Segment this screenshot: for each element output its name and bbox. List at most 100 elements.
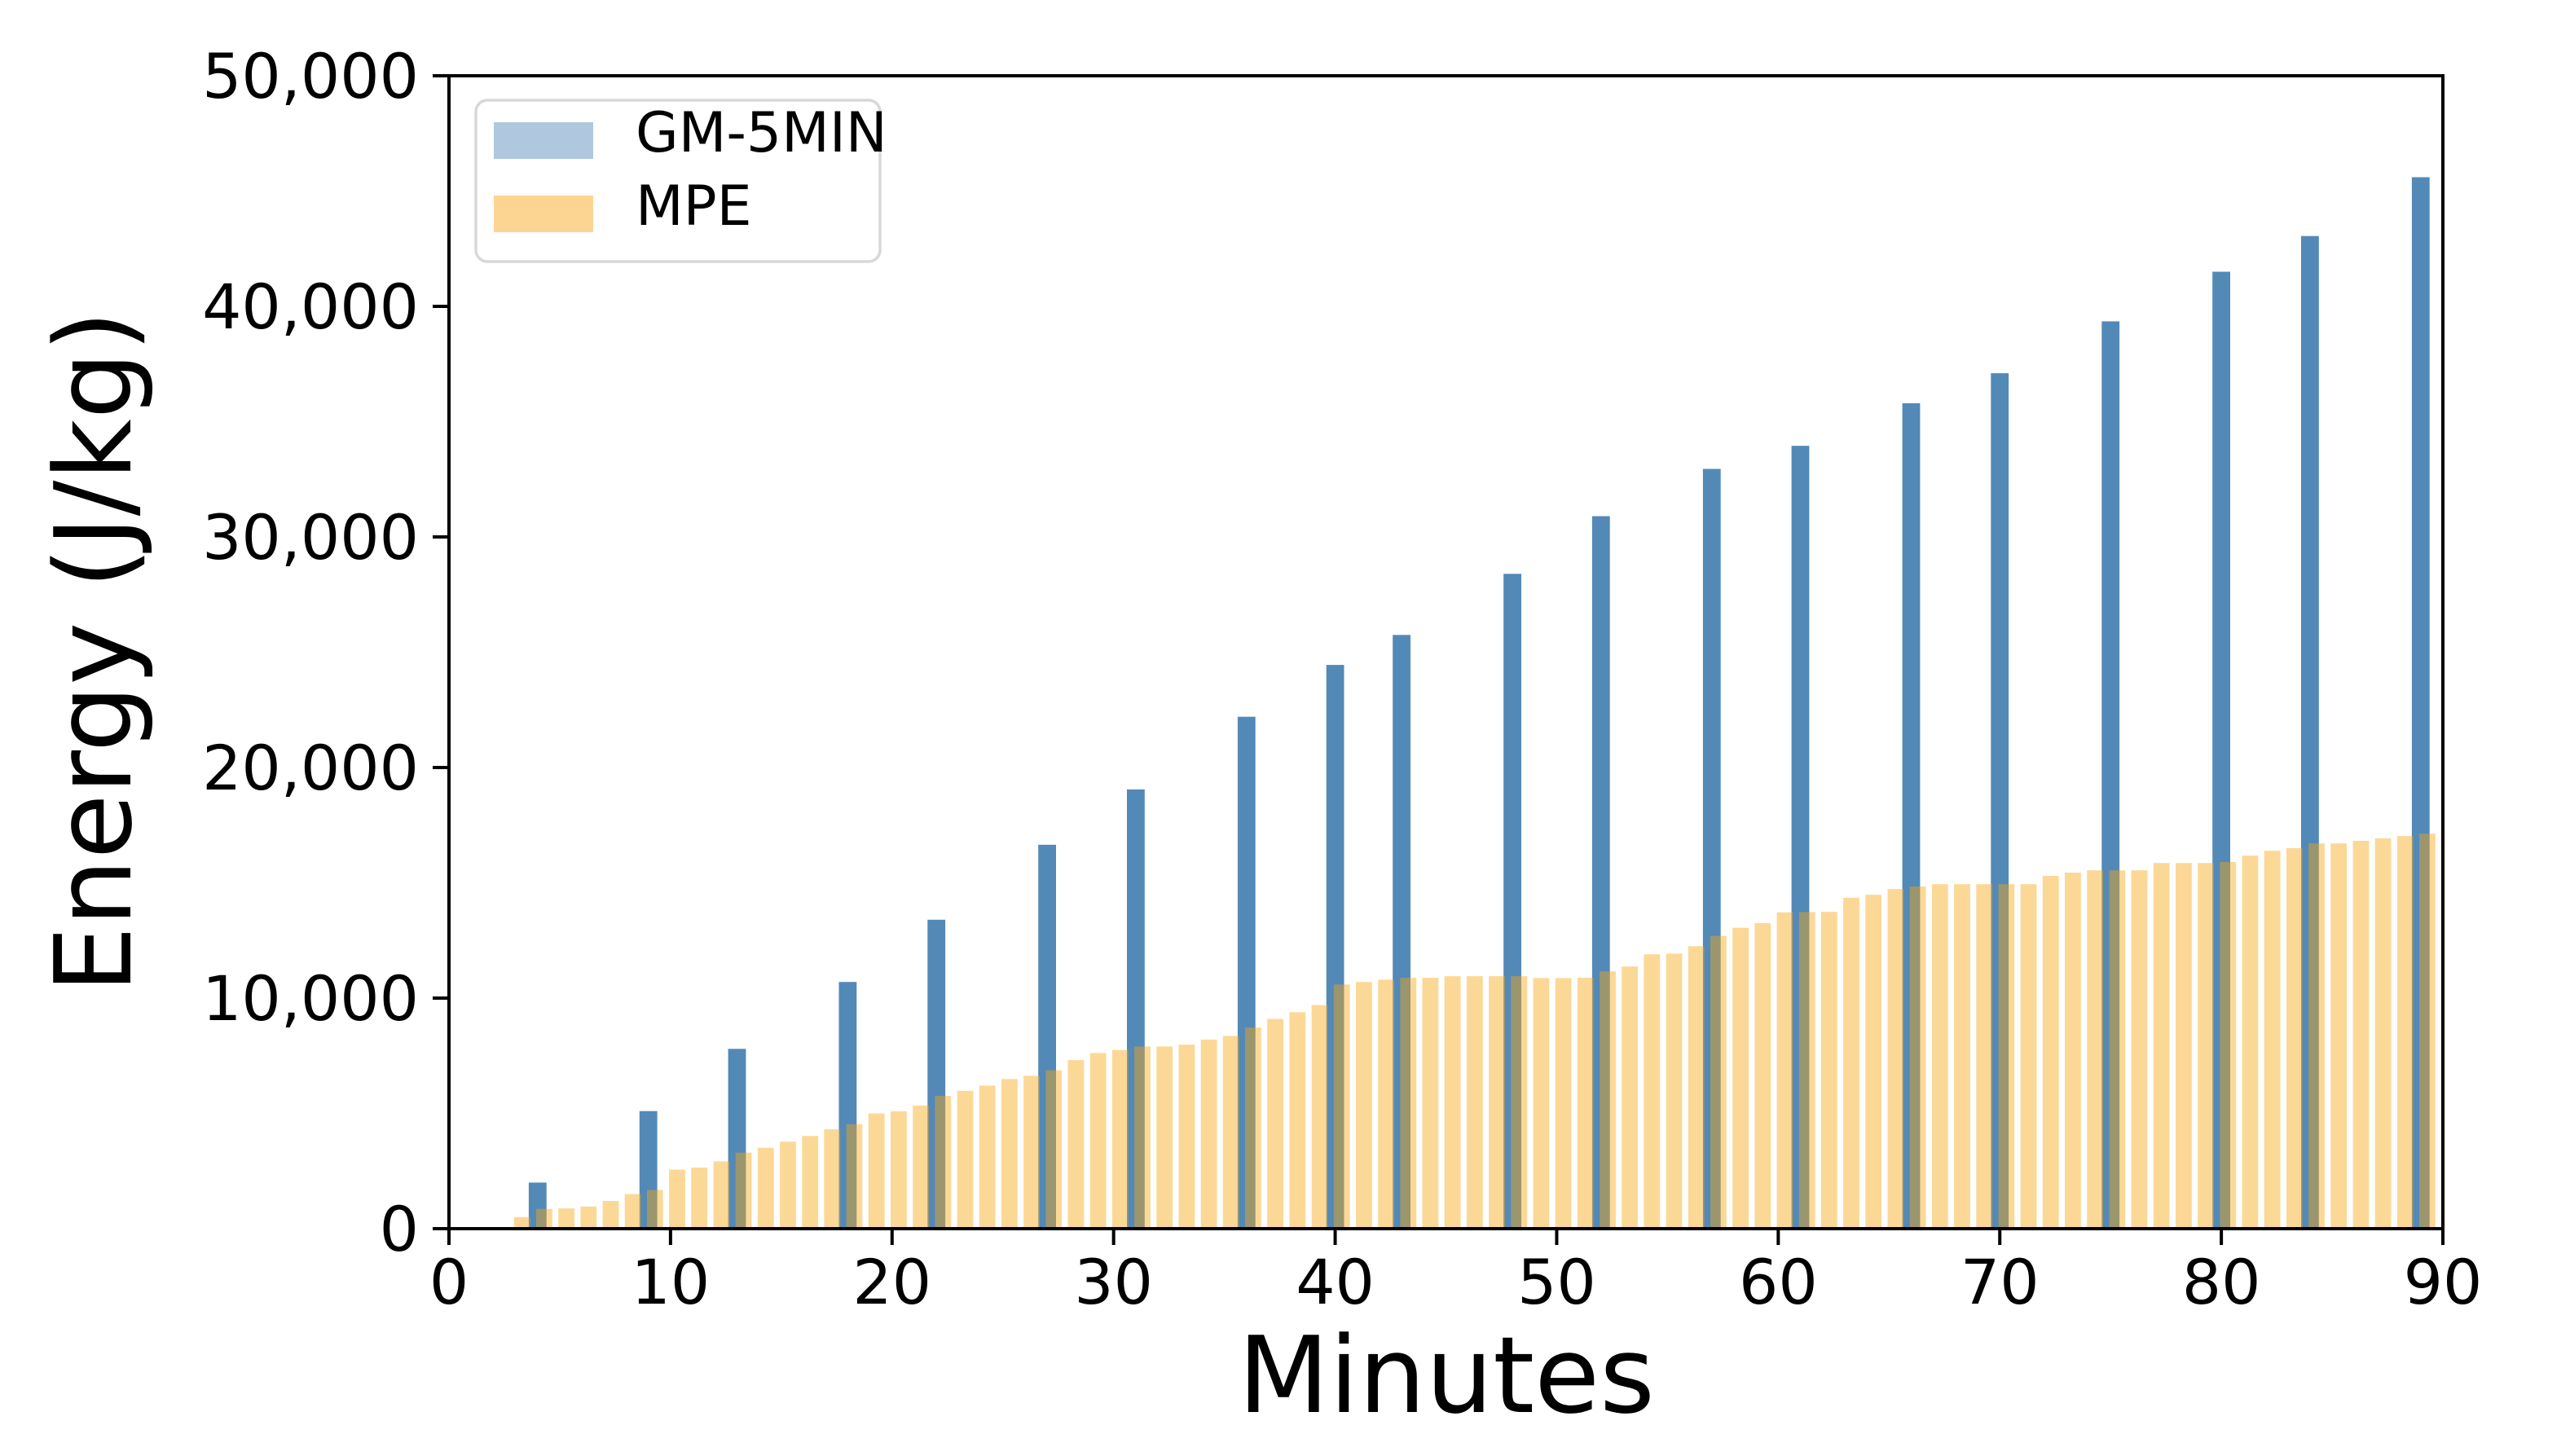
mpe-bar-min-82 xyxy=(2264,851,2281,1229)
mpe-bar-min-68 xyxy=(1954,884,1970,1229)
mpe-bar-min-71 xyxy=(2020,884,2037,1229)
gm-bar-min-80 xyxy=(2212,271,2230,1229)
mpe-bar-min-14 xyxy=(757,1147,774,1229)
x-tick-label-80: 80 xyxy=(2182,1246,2261,1318)
x-axis-title: Minutes xyxy=(1238,1313,1655,1437)
mpe-bar-min-35 xyxy=(1222,1036,1239,1229)
plot-spines xyxy=(447,74,2445,1230)
x-tick-label-70: 70 xyxy=(1961,1246,2040,1318)
mpe-bar-min-28 xyxy=(1067,1060,1085,1229)
legend-swatch-mpe xyxy=(494,196,593,232)
mpe-bar-min-9 xyxy=(646,1190,663,1229)
mpe-bar-series xyxy=(513,834,2436,1229)
y-tick-label-30000: 30,000 xyxy=(202,501,419,574)
x-tick-label-30: 30 xyxy=(1074,1246,1153,1318)
mpe-bar-min-86 xyxy=(2352,841,2370,1229)
mpe-bar-min-76 xyxy=(2131,870,2148,1229)
gm-bar-min-52 xyxy=(1591,516,1610,1229)
mpe-bar-min-69 xyxy=(1976,884,1993,1229)
mpe-bar-min-19 xyxy=(868,1113,885,1229)
gm-bar-min-70 xyxy=(1991,373,2009,1229)
mpe-bar-min-72 xyxy=(2042,876,2059,1229)
y-axis-tick-labels: 0 10,000 20,000 30,000 40,000 50,000 xyxy=(202,40,419,1265)
mpe-bar-min-65 xyxy=(1887,889,1904,1229)
mpe-bar-min-54 xyxy=(1644,954,1661,1229)
gm-5min-bar-series xyxy=(528,177,2430,1229)
mpe-bar-min-34 xyxy=(1200,1039,1217,1229)
mpe-bar-min-74 xyxy=(2087,870,2103,1229)
mpe-bar-min-29 xyxy=(1089,1053,1107,1229)
mpe-bar-min-12 xyxy=(713,1161,730,1229)
mpe-bar-min-52 xyxy=(1600,971,1616,1229)
mpe-bar-min-85 xyxy=(2330,843,2348,1229)
mpe-bar-min-26 xyxy=(1023,1076,1040,1229)
mpe-bar-min-3 xyxy=(513,1216,530,1229)
x-tick-label-10: 10 xyxy=(631,1246,711,1318)
gm-bar-min-89 xyxy=(2411,177,2430,1229)
y-tick-label-50000: 50,000 xyxy=(202,40,419,112)
mpe-bar-min-8 xyxy=(624,1194,641,1229)
gm-bar-min-9 xyxy=(639,1111,658,1229)
mpe-bar-min-22 xyxy=(935,1096,952,1229)
y-tick-label-0: 0 xyxy=(380,1193,419,1265)
gm-bar-min-40 xyxy=(1326,665,1344,1229)
mpe-bar-min-10 xyxy=(669,1169,685,1229)
mpe-bar-min-39 xyxy=(1311,1005,1328,1229)
gm-bar-min-48 xyxy=(1503,574,1521,1229)
mpe-bar-min-38 xyxy=(1289,1012,1306,1229)
gm-bar-min-22 xyxy=(927,919,946,1229)
mpe-bar-min-40 xyxy=(1333,984,1350,1229)
mpe-bar-min-67 xyxy=(1931,884,1948,1229)
mpe-bar-min-88 xyxy=(2396,836,2414,1229)
mpe-bar-min-27 xyxy=(1045,1070,1063,1229)
mpe-bar-min-59 xyxy=(1754,923,1771,1229)
mpe-bar-min-78 xyxy=(2176,863,2192,1229)
gm-bar-min-75 xyxy=(2101,321,2120,1229)
legend-label-gm: GM-5MIN xyxy=(636,101,887,165)
mpe-bar-min-33 xyxy=(1178,1045,1195,1229)
gm-bar-min-31 xyxy=(1127,789,1145,1229)
legend: GM-5MIN MPE xyxy=(474,99,887,263)
mpe-bar-min-41 xyxy=(1356,982,1372,1229)
mpe-bar-min-87 xyxy=(2374,838,2392,1229)
gm-bar-min-27 xyxy=(1038,844,1056,1229)
mpe-bar-min-63 xyxy=(1843,897,1859,1229)
legend-label-mpe: MPE xyxy=(636,174,752,239)
x-tick-label-40: 40 xyxy=(1296,1246,1375,1318)
mpe-bar-min-32 xyxy=(1156,1046,1173,1229)
mpe-bar-min-49 xyxy=(1533,978,1550,1229)
mpe-bar-min-70 xyxy=(1998,884,2015,1229)
x-tick-label-50: 50 xyxy=(1517,1246,1596,1318)
y-tick-label-10000: 10,000 xyxy=(202,962,419,1035)
y-axis-ticks xyxy=(433,74,449,1230)
mpe-bar-min-44 xyxy=(1422,978,1439,1229)
y-axis-title: Energy (J/kg) xyxy=(32,310,156,993)
mpe-bar-min-37 xyxy=(1267,1018,1283,1229)
gm-bar-min-57 xyxy=(1702,468,1721,1229)
mpe-bar-min-51 xyxy=(1577,978,1594,1229)
mpe-bar-min-11 xyxy=(691,1168,708,1229)
mpe-bar-min-64 xyxy=(1865,895,1882,1229)
x-axis-ticks xyxy=(447,1229,2445,1245)
mpe-bar-min-23 xyxy=(957,1090,974,1229)
mpe-bar-min-45 xyxy=(1444,976,1461,1229)
mpe-bar-min-83 xyxy=(2286,848,2303,1229)
gm-bar-min-18 xyxy=(838,982,857,1229)
mpe-bar-min-36 xyxy=(1245,1027,1261,1229)
mpe-bar-min-46 xyxy=(1466,976,1483,1229)
gm-bar-min-13 xyxy=(728,1049,746,1229)
mpe-bar-min-17 xyxy=(824,1129,841,1229)
mpe-bar-min-73 xyxy=(2065,873,2081,1229)
x-tick-label-20: 20 xyxy=(852,1246,931,1318)
x-axis-tick-labels: 0 10 20 30 40 50 60 70 80 90 xyxy=(429,1246,2483,1318)
mpe-bar-min-61 xyxy=(1798,912,1815,1229)
mpe-bar-min-31 xyxy=(1134,1046,1151,1229)
mpe-bar-min-84 xyxy=(2308,843,2325,1229)
mpe-bar-min-53 xyxy=(1622,966,1638,1229)
mpe-bar-min-4 xyxy=(536,1208,552,1229)
mpe-bar-min-16 xyxy=(802,1136,819,1229)
mpe-bar-min-57 xyxy=(1710,935,1727,1229)
mpe-bar-min-58 xyxy=(1732,927,1749,1229)
x-tick-label-90: 90 xyxy=(2404,1246,2483,1318)
